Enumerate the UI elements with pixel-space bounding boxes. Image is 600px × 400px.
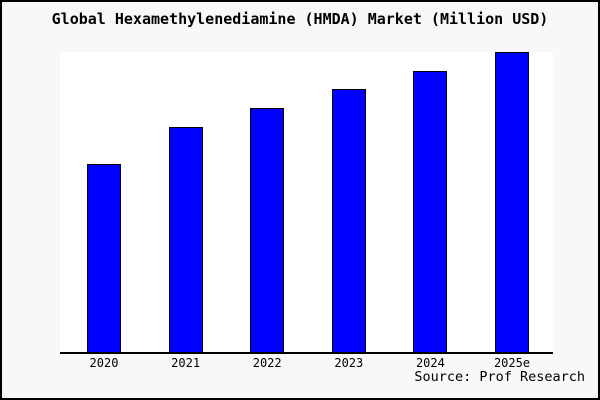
- x-tick-label-2022: 2022: [252, 356, 282, 370]
- x-tick-label-2023: 2023: [334, 356, 364, 370]
- bar-2021: [168, 126, 203, 353]
- x-axis-line: [60, 352, 553, 354]
- bar-2024: [413, 70, 448, 353]
- x-tick-label-2025e: 2025e: [493, 356, 531, 370]
- bar-2025e: [495, 52, 529, 353]
- bar-2022: [250, 108, 285, 353]
- bar-2023: [331, 89, 366, 353]
- x-tick-label-2024: 2024: [415, 356, 445, 370]
- x-tick-label-2021: 2021: [171, 356, 201, 370]
- x-tick-label-2020: 2020: [89, 356, 119, 370]
- bar-2020: [87, 163, 121, 353]
- plot-area: [60, 52, 553, 354]
- source-note: Source: Prof Research: [414, 369, 585, 385]
- chart-title: Global Hexamethylenediamine (HMDA) Marke…: [51, 10, 549, 28]
